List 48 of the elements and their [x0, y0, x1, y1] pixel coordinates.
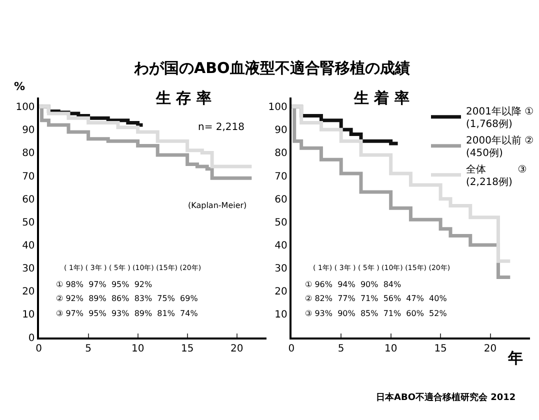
chart-subtitle: 生 存 率 [155, 89, 212, 107]
legend-label: 2000年以前 ② (450例) [466, 134, 534, 160]
y-tick-label: 60 [274, 194, 288, 206]
y-tick-label: 80 [274, 148, 288, 160]
y-tick-label: 40 [274, 240, 288, 252]
x-tick-label: 10 [131, 343, 144, 354]
y-tick-label: 30 [22, 264, 35, 275]
x-tick-label: 15 [180, 343, 194, 354]
x-tick-label: 0 [36, 343, 42, 354]
y-tick-label: 90 [274, 125, 288, 136]
annotation: ② 92% 89% 86% 83% 75% 69% [56, 294, 198, 303]
annotation: ① 98% 97% 95% 92% [56, 280, 152, 289]
x-tick-label: 10 [384, 343, 398, 354]
y-tick-label: 10 [22, 310, 35, 321]
y-tick-label: 100 [268, 102, 288, 114]
annotation: ② 82% 77% 71% 56% 47% 40% [305, 294, 448, 303]
x-tick-label: 20 [484, 343, 497, 354]
y-tick-label: 30 [274, 264, 288, 275]
text: 日本ABO不適合移植研究会 2012 [376, 392, 516, 403]
y-tick-label: 70 [274, 171, 288, 182]
y-tick-label: 40 [22, 240, 35, 252]
legend-label: 全体 ③ (2,218例) [466, 163, 527, 188]
annotation: n= 2,218 [198, 122, 245, 133]
y-tick-label: 90 [22, 125, 35, 136]
x-tick-label: 5 [338, 343, 344, 354]
chart-subtitle: 生 着 率 [353, 89, 410, 107]
x-axis-title: 年 [507, 349, 523, 367]
x-tick-label: 0 [288, 343, 295, 354]
y-tick-label: 100 [16, 102, 35, 114]
y-tick-label: 50 [22, 217, 35, 228]
y-tick-label: 20 [22, 286, 35, 298]
y-tick-label: 50 [274, 217, 288, 228]
y-tick-label: 70 [22, 171, 35, 182]
y-tick-label: 10 [274, 310, 288, 321]
y-tick-label: 80 [22, 148, 35, 160]
y-tick-label: 0 [28, 332, 35, 344]
legend-label: 2001年以降 ① (1,768例) [466, 105, 534, 130]
annotation: ③ 93% 90% 85% 71% 60% 52% [305, 309, 448, 318]
x-tick-label: 5 [85, 343, 92, 354]
annotation: (Kaplan-Meier) [188, 201, 247, 210]
annotation: ③ 97% 95% 93% 89% 81% 74% [56, 309, 198, 318]
annotation: ① 96% 94% 90% 84% [305, 280, 402, 289]
x-tick-label: 20 [230, 343, 244, 354]
y-axis-title: % [14, 80, 26, 93]
x-tick-label: 15 [434, 343, 447, 354]
y-tick-label: 60 [22, 194, 35, 206]
y-tick-label: 20 [274, 286, 288, 298]
chart-title: わが国のABO血液型不適合腎移植の成績 [133, 59, 410, 77]
